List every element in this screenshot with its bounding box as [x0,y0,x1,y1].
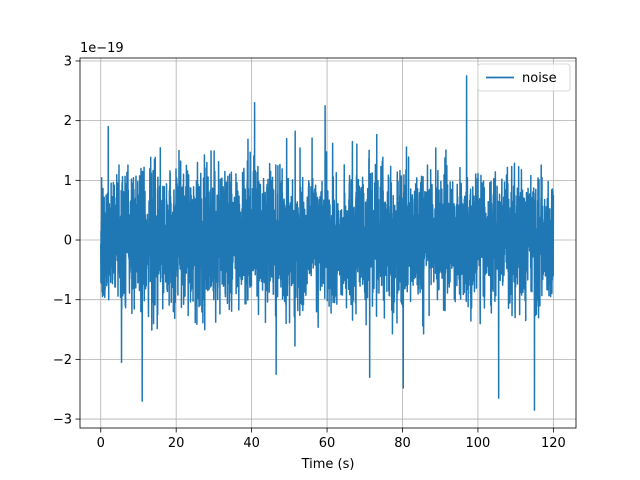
x-tick-label: 60 [319,436,336,451]
plot-frame [79,57,577,429]
legend-label-noise: noise [522,71,557,86]
series-line-noise [100,75,555,411]
y-tick-label: −3 [53,413,72,428]
axis-ticks: 0 20 40 60 80 100 120 −3 −2 −1 0 1 2 3 [53,54,566,451]
y-offset-label: 1e−19 [80,41,124,56]
y-tick-label: −2 [53,353,72,368]
y-tick-label: 2 [64,114,72,129]
axes-spines [79,57,577,429]
x-tick-label: 120 [541,436,566,451]
x-axis-label: Time (s) [301,457,355,472]
legend-box [477,63,571,92]
x-tick-label: 80 [394,436,411,451]
x-tick-label: 0 [97,436,105,451]
x-tick-label: 40 [243,436,260,451]
legend: noise [477,63,571,92]
x-tick-label: 100 [466,436,491,451]
y-tick-label: 3 [64,54,72,69]
x-tick-label: 20 [168,436,185,451]
series-layer [100,75,555,411]
y-tick-label: −1 [53,293,72,308]
y-tick-label: 1 [64,174,72,189]
y-tick-label: 0 [64,234,72,249]
